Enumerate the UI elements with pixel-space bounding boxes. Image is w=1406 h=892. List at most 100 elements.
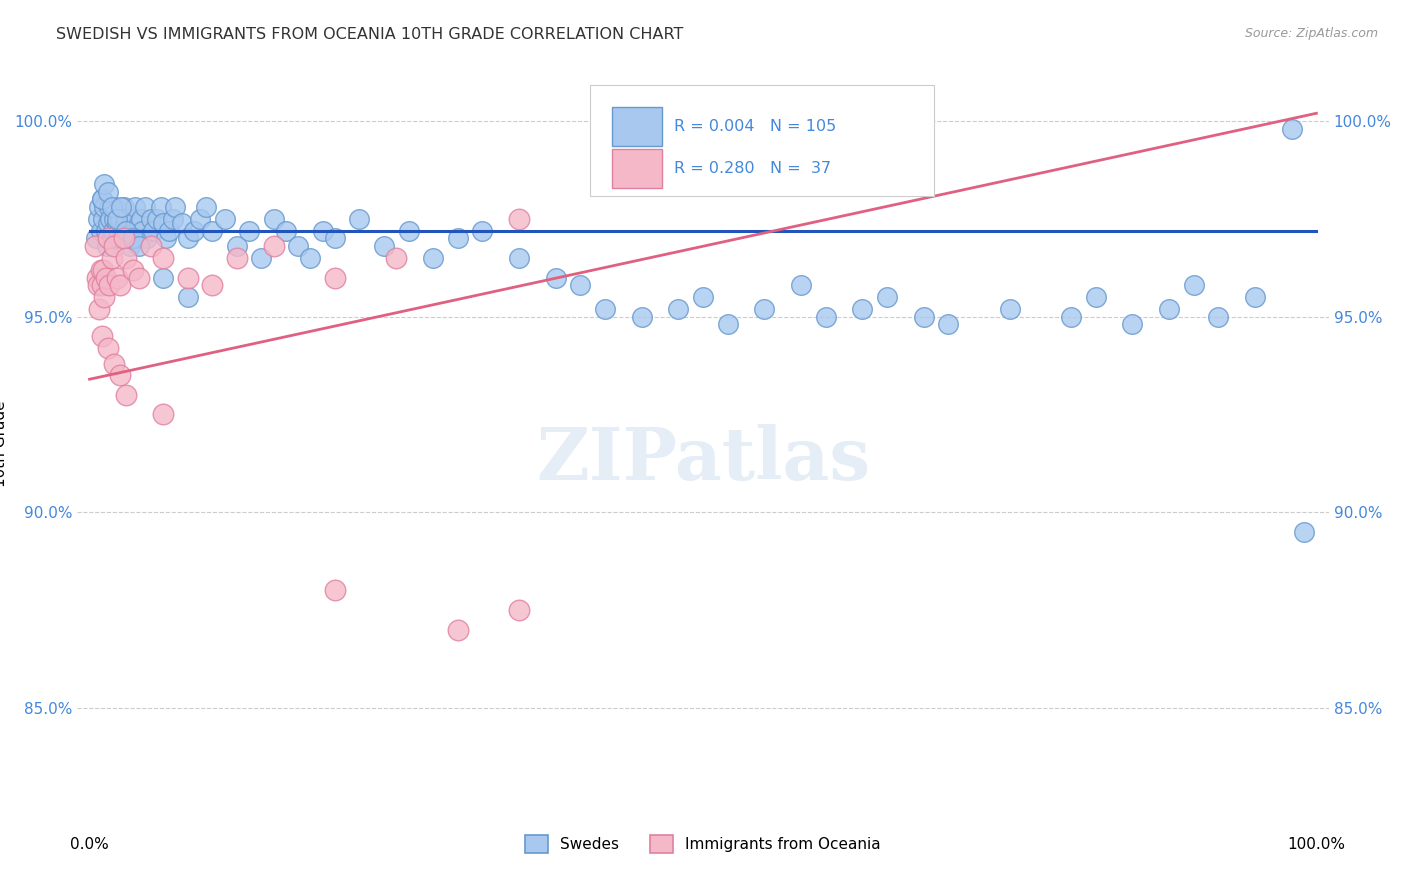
Point (238, 224, 260, 238)
Point (108, 224, 131, 238)
Y-axis label: 10th Grade: 10th Grade (0, 401, 7, 487)
Point (225, 251, 247, 265)
Point (97, 231, 120, 245)
Point (97, 216, 120, 230)
Point (90, 192, 112, 206)
Bar (612, 149, 662, 188)
Point (152, 216, 174, 230)
Point (128, 239, 150, 253)
Point (91, 211, 114, 226)
Point (201, 278, 224, 293)
Point (97, 185, 120, 199)
Point (84, 231, 107, 245)
Point (90, 262, 112, 277)
Point (274, 224, 297, 238)
Point (105, 211, 128, 226)
Point (118, 231, 141, 245)
Point (1060, 310, 1083, 324)
Point (121, 262, 143, 277)
Point (162, 211, 184, 226)
Point (124, 200, 146, 214)
Point (876, 290, 898, 304)
Point (100, 211, 122, 226)
Point (299, 251, 322, 265)
Point (790, 278, 813, 293)
Point (121, 224, 143, 238)
Point (121, 231, 143, 245)
Point (136, 231, 159, 245)
Point (87, 211, 110, 226)
Point (125, 231, 148, 245)
Point (250, 251, 273, 265)
Point (349, 211, 371, 226)
Point (142, 224, 165, 238)
Point (103, 357, 125, 371)
Point (110, 211, 132, 226)
Point (93, 290, 115, 304)
Point (111, 224, 134, 238)
Point (120, 239, 142, 253)
Point (100, 200, 122, 214)
Point (91, 262, 114, 277)
Point (104, 200, 127, 214)
Point (157, 224, 180, 238)
Point (183, 224, 205, 238)
Point (471, 224, 494, 238)
Point (593, 301, 616, 316)
Text: SWEDISH VS IMMIGRANTS FROM OCEANIA 10TH GRADE CORRELATION CHART: SWEDISH VS IMMIGRANTS FROM OCEANIA 10TH … (56, 27, 683, 42)
Point (323, 231, 346, 245)
Point (83, 239, 105, 253)
Point (112, 200, 135, 214)
Point (754, 301, 776, 316)
Point (89, 200, 111, 214)
Point (323, 583, 346, 598)
Point (139, 239, 162, 253)
Point (128, 270, 150, 285)
Point (87, 278, 110, 293)
Point (90, 224, 112, 238)
Point (86, 270, 108, 285)
Point (323, 270, 346, 285)
Point (103, 239, 125, 253)
Point (155, 231, 177, 245)
Point (201, 224, 224, 238)
Point (446, 623, 468, 637)
Point (105, 270, 128, 285)
Point (177, 290, 200, 304)
Point (117, 224, 139, 238)
Legend: Swedes, Immigrants from Oceania: Swedes, Immigrants from Oceania (519, 829, 887, 859)
Point (149, 200, 172, 214)
Point (110, 368, 132, 383)
Point (90, 192, 112, 206)
Point (446, 231, 468, 245)
Point (1121, 318, 1143, 332)
Point (814, 310, 837, 324)
Point (214, 211, 236, 226)
Point (131, 224, 153, 238)
FancyBboxPatch shape (591, 86, 935, 196)
Point (101, 224, 124, 238)
Point (188, 211, 211, 226)
Point (312, 224, 335, 238)
Point (152, 251, 174, 265)
Point (129, 211, 152, 226)
Bar (612, 107, 662, 146)
Point (177, 270, 200, 285)
Point (385, 251, 408, 265)
Point (225, 239, 247, 253)
Point (94, 270, 117, 285)
Point (115, 251, 138, 265)
Point (1294, 524, 1316, 539)
Point (152, 408, 174, 422)
Point (96, 239, 118, 253)
Point (508, 603, 530, 617)
Point (97, 341, 120, 355)
Point (115, 224, 138, 238)
Point (544, 270, 567, 285)
Point (263, 239, 285, 253)
Point (998, 301, 1021, 316)
Point (134, 200, 156, 214)
Point (287, 239, 309, 253)
Point (692, 290, 714, 304)
Point (177, 231, 200, 245)
